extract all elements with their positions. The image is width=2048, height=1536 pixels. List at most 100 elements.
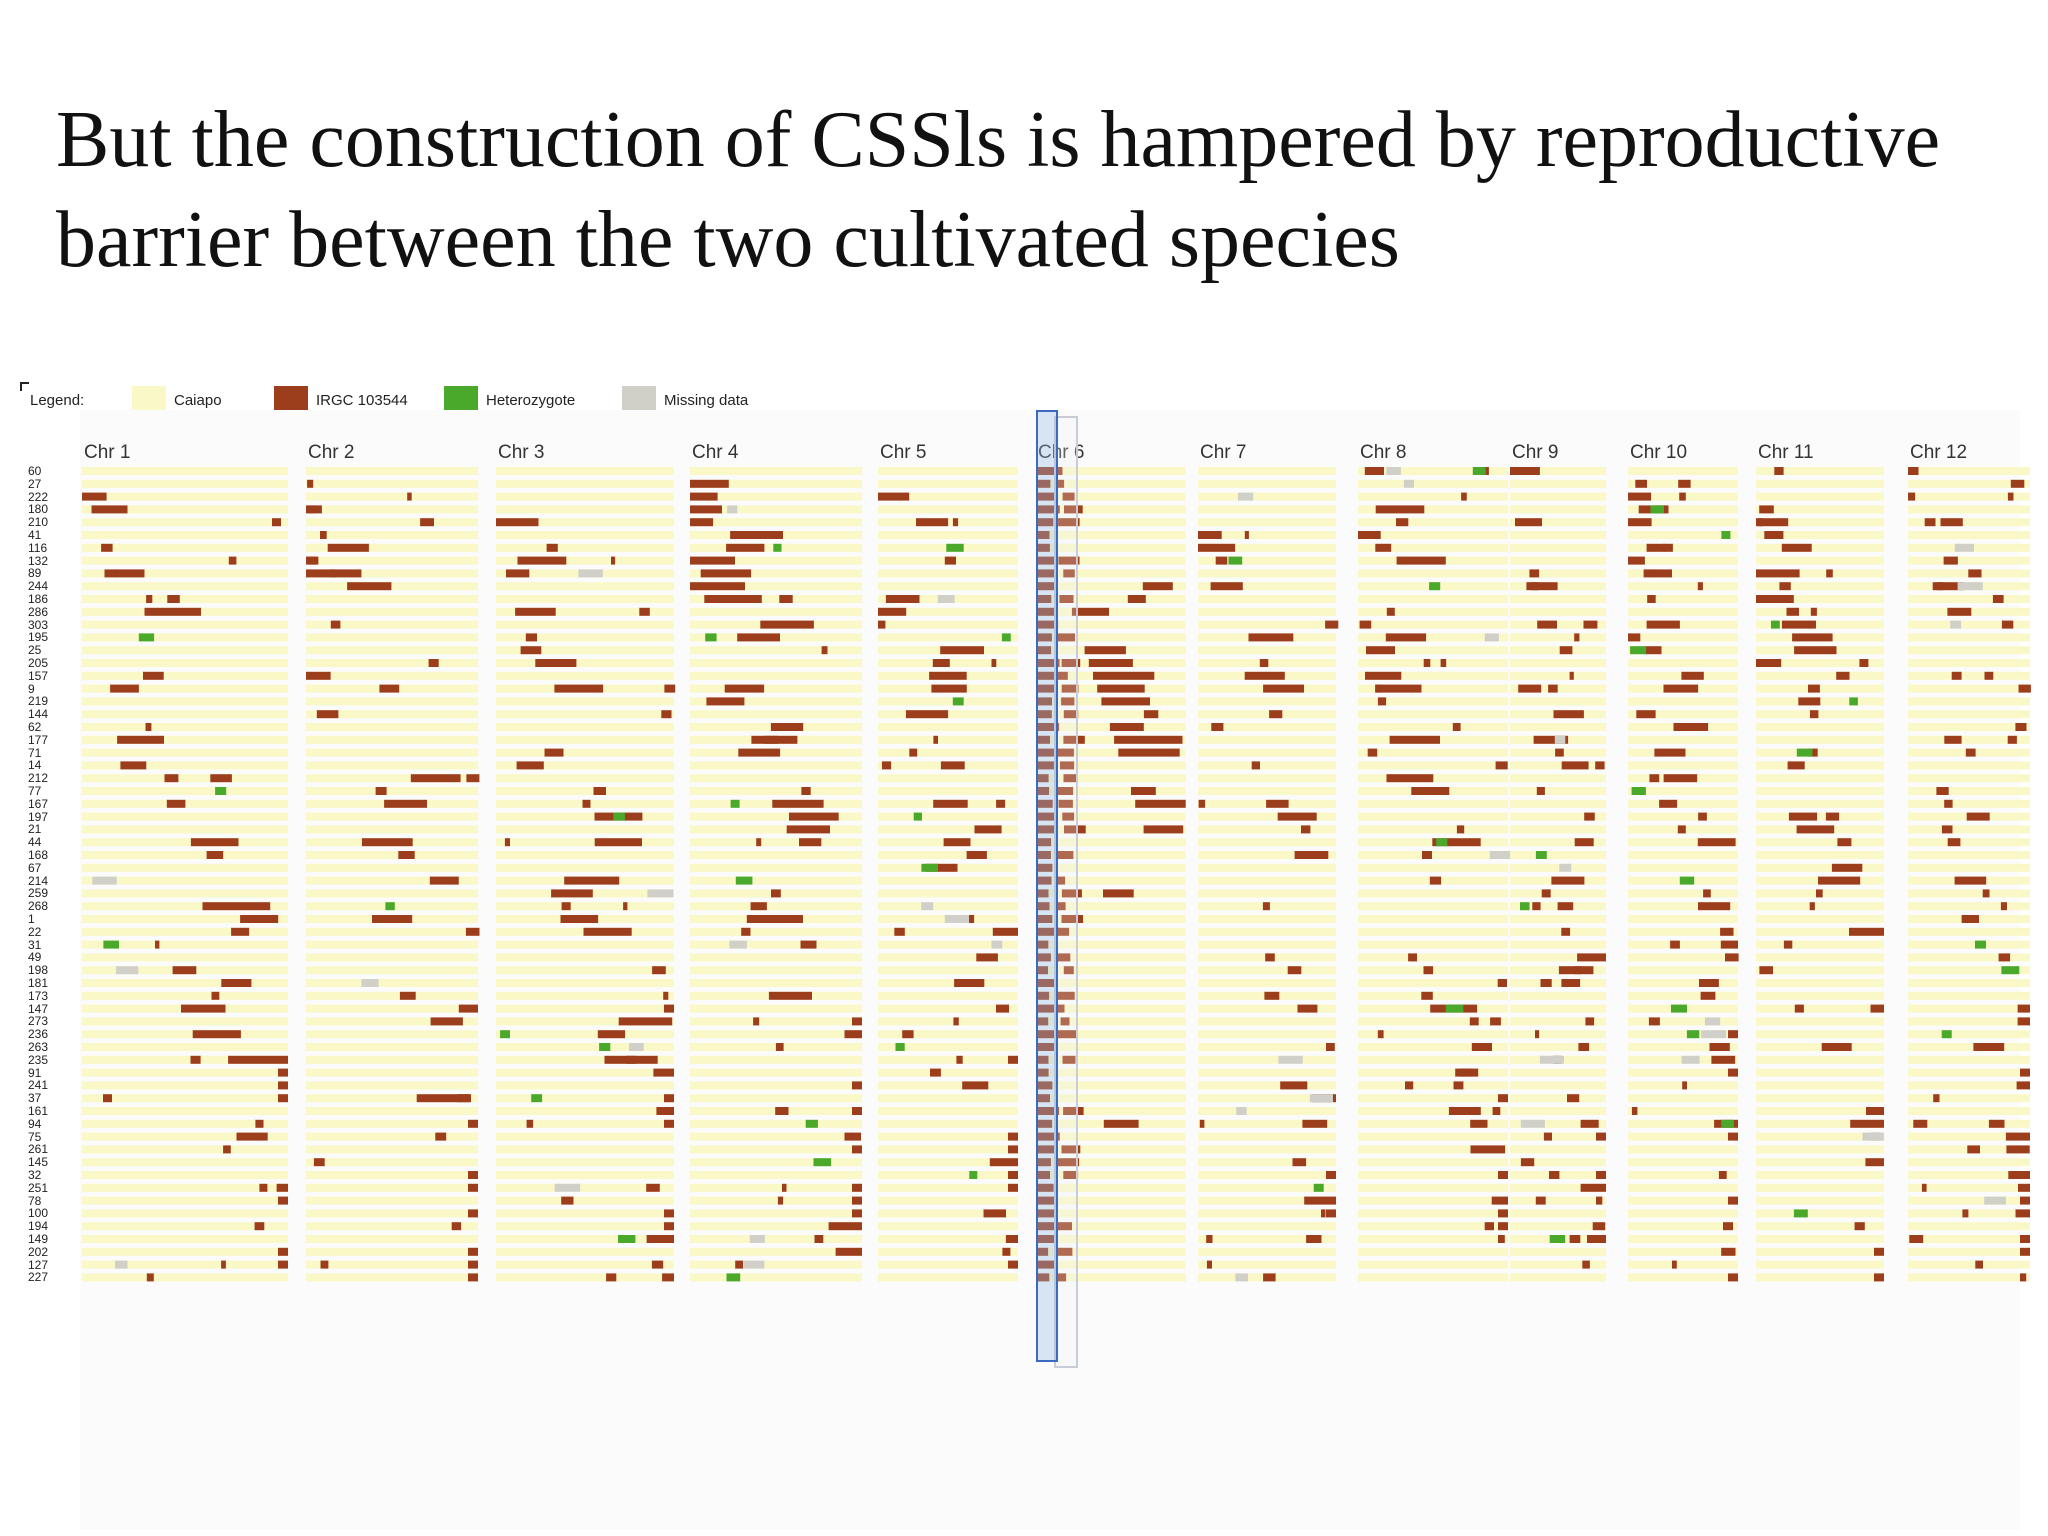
genotype-row-bg <box>1198 1196 1336 1205</box>
genotype-row-bg <box>306 748 478 757</box>
genotype-row-bg <box>496 774 674 783</box>
irgc-segment <box>764 735 778 744</box>
irgc-segment <box>1058 799 1073 808</box>
irgc-segment <box>1580 1119 1599 1128</box>
genotype-row-bg <box>1358 1107 1508 1115</box>
genotype-row-bg <box>1756 812 1884 821</box>
legend-corner-mark <box>20 382 29 391</box>
irgc-segment <box>221 1260 226 1269</box>
genotype-row-bg <box>306 889 478 898</box>
heterozygote-segment <box>215 787 227 795</box>
genotype-row-bg <box>1908 966 2030 975</box>
genotype-row-bg <box>1198 595 1336 603</box>
missing-segment <box>1862 1132 1884 1141</box>
irgc-segment <box>1874 1247 1884 1256</box>
irgc-segment <box>1386 774 1434 783</box>
genotype-row-bg <box>1908 1017 2030 1026</box>
genotype-row-bg <box>1756 1004 1884 1013</box>
genotype-row-bg <box>1036 876 1186 885</box>
genotype-row-bg <box>306 761 478 770</box>
irgc-segment <box>1421 991 1433 1000</box>
irgc-segment <box>416 1094 471 1103</box>
genotype-row-bg <box>82 505 288 514</box>
genotype-row-bg <box>1198 582 1336 591</box>
genotype-row-bg <box>306 735 478 744</box>
genotype-row-bg <box>1358 531 1508 539</box>
irgc-segment <box>1551 876 1585 885</box>
genotype-row-bg <box>1358 1196 1508 1205</box>
irgc-segment <box>664 1094 674 1103</box>
genotype-row-bg <box>306 1183 478 1192</box>
irgc-segment <box>1936 787 1949 795</box>
genotype-row-bg <box>496 543 674 552</box>
chr6-highlight-box[interactable] <box>1036 410 1058 1362</box>
irgc-segment <box>1127 595 1146 603</box>
missing-segment <box>944 915 969 923</box>
genotype-row-bg <box>496 479 674 488</box>
irgc-segment <box>1837 838 1852 847</box>
irgc-segment <box>1643 569 1652 578</box>
irgc-segment <box>1697 838 1736 847</box>
genotype-row-bg <box>1198 927 1336 936</box>
genotype-row-bg <box>1510 505 1606 514</box>
irgc-segment <box>1038 761 1054 770</box>
genotype-row-bg <box>306 582 478 591</box>
genotype-row-bg <box>496 812 674 821</box>
irgc-segment <box>307 479 314 488</box>
genotype-row-bg <box>1036 735 1186 744</box>
missing-segment <box>92 876 117 885</box>
irgc-segment <box>2017 1004 2030 1013</box>
irgc-segment <box>905 710 949 719</box>
genotype-row-bg <box>1908 991 2030 1000</box>
irgc-segment <box>753 1017 760 1026</box>
genotype-row-bg <box>306 697 478 706</box>
genotype-row-bg <box>306 659 478 667</box>
heterozygote-segment <box>705 633 717 642</box>
line-id: 37 <box>28 1091 42 1106</box>
irgc-segment <box>1470 1145 1506 1154</box>
irgc-segment <box>1962 1209 1969 1218</box>
irgc-segment <box>690 505 722 514</box>
genotype-row-bg <box>1198 646 1336 655</box>
irgc-segment <box>1057 1273 1067 1282</box>
genotype-row-bg <box>1198 505 1336 514</box>
irgc-segment <box>1063 710 1079 719</box>
genotype-row-bg <box>82 863 288 872</box>
genotype-row-bg <box>1198 915 1336 923</box>
irgc-segment <box>1452 723 1461 731</box>
genotype-row-bg <box>1628 1235 1738 1243</box>
genotype-row-bg <box>496 646 674 655</box>
line-id: 41 <box>28 528 42 542</box>
genotype-row-bg <box>1036 1260 1186 1269</box>
irgc-segment <box>2017 1017 2030 1026</box>
irgc-segment <box>554 684 604 693</box>
missing-segment <box>1403 479 1414 488</box>
genotype-row-bg <box>82 671 288 680</box>
irgc-segment <box>1364 467 1384 475</box>
genotype-row-bg <box>496 1260 674 1269</box>
genotype-row-bg <box>496 1107 674 1115</box>
genotype-row-bg <box>82 851 288 859</box>
irgc-segment <box>228 556 237 565</box>
irgc-segment <box>506 569 530 578</box>
irgc-segment <box>835 1247 862 1256</box>
genotype-row-bg <box>878 492 1018 501</box>
genotype-row-bg <box>82 979 288 987</box>
genotype-row-bg <box>690 774 862 783</box>
irgc-segment <box>852 1183 862 1192</box>
missing-segment <box>1681 1055 1700 1064</box>
genotype-row-bg <box>1198 1030 1336 1039</box>
genotype-row-bg <box>1198 787 1336 795</box>
chromosome-label-2: Chr 2 <box>308 442 355 463</box>
genotype-row-bg <box>82 735 288 744</box>
chromosome-label-4: Chr 4 <box>692 442 739 463</box>
irgc-segment <box>996 1004 1009 1013</box>
genotype-row-bg <box>878 1004 1018 1013</box>
line-id: 149 <box>28 1232 49 1246</box>
irgc-segment <box>2000 902 2007 911</box>
genotype-row-bg <box>1036 620 1186 629</box>
genotype-row-bg <box>1036 1094 1186 1103</box>
irgc-segment <box>1526 582 1558 591</box>
irgc-segment <box>940 646 984 655</box>
irgc-segment <box>1061 915 1083 923</box>
